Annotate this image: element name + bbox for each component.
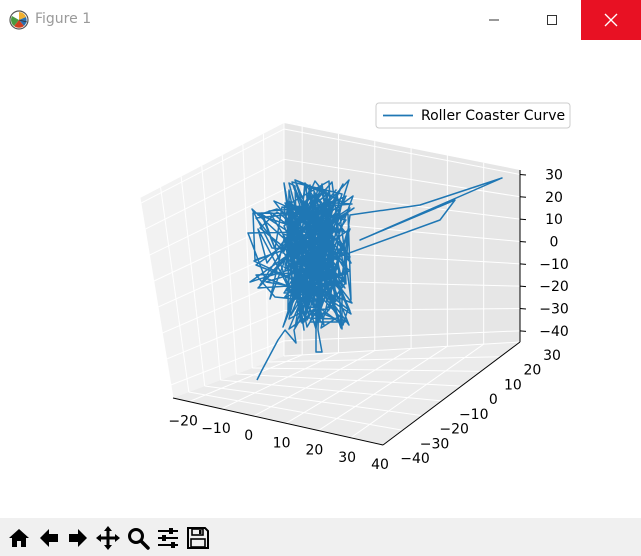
x-tick-label: −10 [201,421,231,437]
legend-box [375,102,571,129]
grid-z-right [283,330,521,342]
y-tick-label: 30 [543,348,561,364]
grid-y-wall [139,197,174,399]
grid-y-floor [268,356,501,363]
roller-coaster-curve-line [247,177,503,381]
grid-y-floor [220,379,442,402]
grid-z-left [140,128,285,204]
grid-y-wall [201,165,222,381]
floppy-icon [187,527,209,549]
z-tick-mark [519,196,527,198]
x-tick-label: −20 [168,414,198,430]
y-tick-label: 20 [524,363,542,379]
x-tick-label: 40 [371,457,389,473]
x-axis-line [172,397,384,446]
grid-y-wall [262,133,269,363]
z-tick-mark [519,263,527,265]
grid-z-left [162,279,285,334]
arrow-right-icon [69,529,87,547]
grid-z-left [149,189,285,256]
grid-x-floor [285,348,412,424]
plot-canvas[interactable]: −20 −10 0 10 20 30 40 −40−30−20−100102030−40−30… [0,40,641,518]
x-tick-label: 10 [273,435,291,451]
grid-y-floor [252,367,481,372]
forward-button[interactable] [64,524,92,552]
z-tick-mark [519,240,527,243]
grid-y-wall [242,144,253,369]
z-tick-mark [519,330,527,332]
z-tick-label: 20 [545,190,563,206]
z-tick-label: 10 [545,212,563,228]
z-tick-mark [519,307,527,310]
sliders-icon [158,528,178,548]
grid-y-floor [283,341,521,357]
z-tick-label: −20 [539,279,569,295]
move-icon [96,526,120,550]
z-tick-label: −40 [539,324,569,340]
y-tick-label: −20 [439,422,469,438]
grid-z-left [170,340,285,386]
pane-back-left [140,123,284,398]
save-button[interactable] [184,524,212,552]
title-bar[interactable]: Figure 1 [0,0,641,40]
y-tick-label: 0 [489,392,498,408]
z-tick-label: 30 [545,167,563,183]
arrow-left-icon [40,529,58,547]
grid-z-right [283,128,521,175]
y-tick-label: 10 [504,377,522,393]
series-roller-coaster-curve [247,177,503,381]
grid-y-wall [221,155,237,375]
z-tick-mark [519,285,527,288]
grid-y-floor [236,373,462,387]
maximize-icon [547,15,557,25]
zoom-button[interactable] [124,524,152,552]
home-button[interactable] [5,524,33,552]
z-tick-mark [519,218,527,221]
grid-z-left [144,158,285,230]
z-tick-label: −10 [539,257,569,273]
z-tick-mark [519,173,527,176]
z-tick-label: −30 [539,301,569,317]
grid-x-floor [318,345,448,431]
grid-x-floor [188,354,303,403]
y-tick-label: −10 [459,407,489,423]
x-tick-label: 30 [338,450,356,466]
legend-entry-label: Roller Coaster Curve [421,108,565,124]
back-button[interactable] [35,524,63,552]
grid-z-right [283,158,521,198]
y-tick-label: −40 [400,451,430,467]
grid-x-floor [253,350,376,417]
magnifier-icon [128,528,150,550]
maximize-button[interactable] [529,0,575,40]
x-tick-label: 0 [244,428,253,444]
grid-y-floor [188,391,403,431]
z-tick-label: 0 [550,234,559,250]
minimize-icon [489,19,499,21]
grid-y-floor [204,385,423,417]
matplotlib-logo-icon [9,10,29,30]
configure-subplots-button[interactable] [154,524,182,552]
minimize-button[interactable] [471,0,517,40]
grid-y-wall [180,176,206,387]
window-title: Figure 1 [35,11,92,27]
x-tick-label: 20 [305,443,323,459]
y-axis-line [382,341,521,446]
tick-labels: −20 −10 0 10 20 30 40 −40−30−20−100102030−40−30… [168,167,568,473]
axis-lines [172,170,527,446]
grid-x-floor [221,352,339,410]
navigation-toolbar [0,518,641,556]
grid-x-floor [350,343,484,439]
grid-z-left [166,310,285,360]
grid-y-wall [160,187,190,393]
y-tick-label: −30 [420,436,450,452]
legend: Roller Coaster Curve [375,102,571,129]
close-icon [604,13,618,27]
home-icon [9,529,29,547]
close-button[interactable] [581,0,641,40]
pan-button[interactable] [94,524,122,552]
